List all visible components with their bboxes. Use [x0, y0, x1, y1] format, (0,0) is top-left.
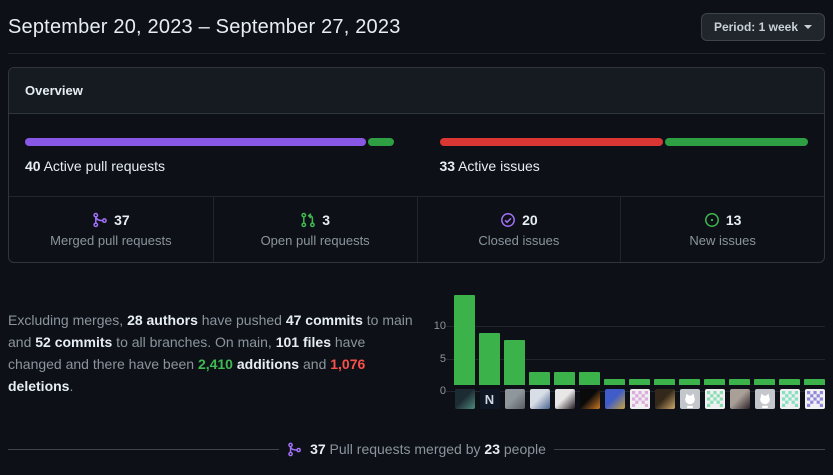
- stat-value: 37: [114, 212, 130, 228]
- page-title: September 20, 2023 – September 27, 2023: [8, 15, 401, 38]
- issues-progress-bar: [439, 138, 808, 146]
- commit-bar: [529, 372, 550, 385]
- author-avatar[interactable]: [704, 389, 725, 409]
- stat-closed-issues: 20 Closed issues: [416, 197, 621, 262]
- summary-and-chart: Excluding merges, 28 authors have pushed…: [8, 295, 825, 409]
- period-button-label: Period: 1 week: [713, 20, 798, 34]
- active-issues-count: 33: [439, 158, 456, 174]
- author-avatar[interactable]: [654, 389, 675, 409]
- stat-label: Closed issues: [478, 233, 560, 248]
- commit-bar: [554, 372, 575, 385]
- author-avatar[interactable]: [504, 389, 525, 409]
- git-pull-request-icon: [300, 212, 316, 228]
- chart-y-axis: 0 5 10: [433, 320, 446, 397]
- commit-bar: [679, 379, 700, 385]
- overview-panel: Overview 40 Active pull requests 33 Active…: [8, 67, 825, 263]
- author-avatar[interactable]: [779, 389, 800, 409]
- issue-opened-icon: [704, 212, 720, 228]
- author-avatar[interactable]: [554, 389, 575, 409]
- merged-by-text: 37 Pull requests merged by 23 people: [310, 441, 546, 457]
- author-column: [504, 340, 525, 409]
- divider-line: [553, 448, 825, 450]
- author-avatar[interactable]: [529, 389, 550, 409]
- stat-merged-pull-requests: 37 Merged pull requests: [9, 197, 213, 262]
- author-column: [704, 379, 725, 409]
- author-avatar[interactable]: [604, 389, 625, 409]
- page-header: September 20, 2023 – September 27, 2023 …: [8, 0, 825, 41]
- active-issues-label: 33 Active issues: [439, 158, 540, 174]
- period-button[interactable]: Period: 1 week: [700, 13, 825, 41]
- new-segment: [664, 138, 808, 146]
- author-column: [579, 372, 600, 409]
- author-column: [679, 379, 700, 409]
- stat-value: 20: [522, 212, 538, 228]
- commits-per-author-chart: 0 5 10 N: [428, 295, 825, 409]
- issue-closed-icon: [500, 212, 516, 228]
- stat-value: 3: [322, 212, 331, 228]
- active-pull-requests: 40 Active pull requests: [25, 138, 394, 174]
- author-column: [754, 379, 775, 409]
- pull-requests-progress-bar: [25, 138, 394, 146]
- activity-summary: Excluding merges, 28 authors have pushed…: [8, 312, 413, 394]
- author-column: [554, 372, 575, 409]
- header-divider: [8, 53, 825, 54]
- author-avatar[interactable]: [629, 389, 650, 409]
- open-segment: [367, 138, 394, 146]
- author-avatar[interactable]: [804, 389, 825, 409]
- commit-bar: [754, 379, 775, 385]
- author-avatar[interactable]: [754, 389, 775, 409]
- commit-bar: [804, 379, 825, 385]
- commit-bar: [729, 379, 750, 385]
- commit-bar: [629, 379, 650, 385]
- commit-bar: [579, 372, 600, 385]
- author-avatar[interactable]: [454, 389, 475, 409]
- commit-bar: [479, 333, 500, 385]
- git-merge-icon: [92, 212, 108, 228]
- commit-bar: [454, 295, 475, 385]
- author-column: N: [479, 333, 500, 409]
- commit-bar: [604, 379, 625, 385]
- stat-open-pull-requests: 3 Open pull requests: [212, 197, 417, 262]
- commit-bar: [704, 379, 725, 385]
- stat-label: Open pull requests: [260, 233, 370, 248]
- author-column: [779, 379, 800, 409]
- author-column: [529, 372, 550, 409]
- stat-new-issues: 13 New issues: [620, 197, 824, 262]
- stat-value: 13: [725, 212, 742, 228]
- git-merge-icon: [287, 442, 302, 457]
- author-avatar[interactable]: N: [479, 389, 500, 409]
- closed-segment: [439, 138, 663, 146]
- pulse-page: September 20, 2023 – September 27, 2023 …: [8, 0, 825, 457]
- author-column: [604, 379, 625, 409]
- author-avatar[interactable]: [679, 389, 700, 409]
- author-column: [629, 379, 650, 409]
- author-column: [804, 379, 825, 409]
- active-issues: 33 Active issues: [439, 138, 808, 174]
- merged-by-row: 37 Pull requests merged by 23 people: [8, 441, 825, 457]
- activity-bars-row: 40 Active pull requests 33 Active issues: [9, 114, 824, 196]
- author-avatar[interactable]: [579, 389, 600, 409]
- overview-panel-title: Overview: [9, 68, 824, 114]
- stat-label: New issues: [689, 233, 756, 248]
- author-column: [454, 295, 475, 409]
- author-column: [729, 379, 750, 409]
- chevron-down-icon: [804, 25, 812, 29]
- overview-stats-row: 37 Merged pull requests 3 Open pull requ: [9, 196, 824, 262]
- author-avatar[interactable]: [729, 389, 750, 409]
- merged-segment: [25, 138, 366, 146]
- author-column: [654, 379, 675, 409]
- commit-bar: [779, 379, 800, 385]
- active-pull-requests-label: 40 Active pull requests: [25, 158, 165, 174]
- active-pull-requests-count: 40: [25, 158, 41, 174]
- commit-bar: [504, 340, 525, 385]
- chart-plot-area: N: [446, 295, 825, 409]
- stat-label: Merged pull requests: [50, 233, 172, 248]
- commit-bar: [654, 379, 675, 385]
- chart-bars: N: [454, 295, 825, 409]
- divider-line: [8, 448, 280, 450]
